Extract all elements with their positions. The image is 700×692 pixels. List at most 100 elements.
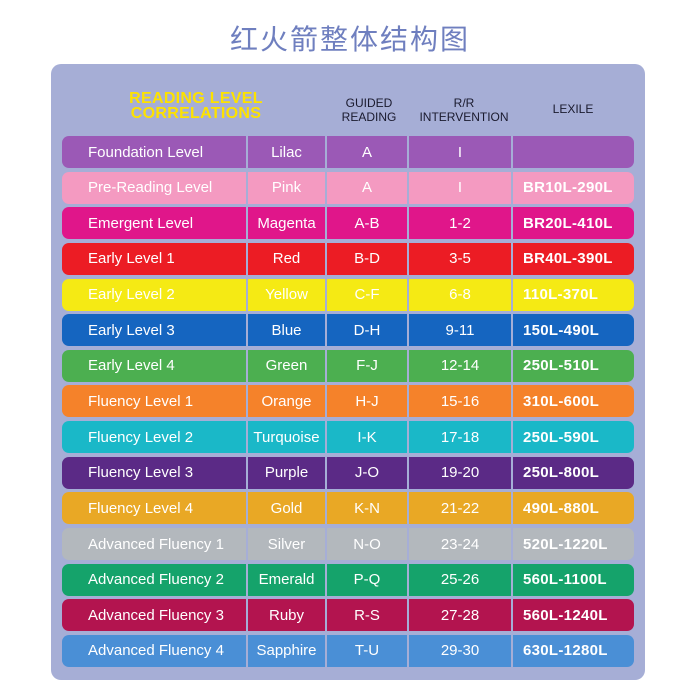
guided-reading-cell: I-K — [325, 421, 407, 454]
guided-reading-cell: D-H — [325, 314, 407, 347]
rr-intervention-cell: I — [407, 171, 511, 204]
guided-reading-cell: P-Q — [325, 563, 407, 596]
lexile-cell: BR40L-390L — [511, 242, 634, 275]
reading-level-table: READING LEVEL CORRELATIONS GUIDED READIN… — [51, 64, 645, 680]
guided-reading-cell: T-U — [325, 634, 407, 667]
color-cell: Ruby — [246, 599, 325, 632]
lexile-cell: 110L-370L — [511, 278, 634, 311]
table-row: Emergent Level Magenta A-B 1-2 BR20L-410L — [62, 207, 634, 240]
rr-intervention-cell: 23-24 — [407, 528, 511, 561]
guided-reading-cell: A-B — [325, 207, 407, 240]
header-rr-line1: R/R — [453, 96, 475, 110]
lexile-cell: 630L-1280L — [511, 634, 634, 667]
guided-reading-cell: A — [325, 171, 407, 204]
guided-reading-cell: A — [325, 136, 407, 168]
rr-intervention-cell: 15-16 — [407, 385, 511, 418]
table-row: Fluency Level 1 Orange H-J 15-16 310L-600L — [62, 385, 634, 418]
lexile-cell: 490L-880L — [511, 492, 634, 525]
lexile-cell: 150L-490L — [511, 314, 634, 347]
lexile-cell: 560L-1240L — [511, 599, 634, 632]
guided-reading-cell: C-F — [325, 278, 407, 311]
rr-intervention-cell: 12-14 — [407, 349, 511, 382]
level-cell: Foundation Level — [62, 136, 246, 168]
guided-reading-cell: F-J — [325, 349, 407, 382]
header-main-line1: READING LEVEL — [129, 90, 263, 107]
level-cell: Fluency Level 4 — [62, 492, 246, 525]
lexile-cell: 520L-1220L — [511, 528, 634, 561]
header-rr-line2: INTERVENTION — [419, 110, 509, 124]
rr-intervention-cell: 27-28 — [407, 599, 511, 632]
header-rr-intervention: R/R INTERVENTION — [409, 96, 519, 124]
color-cell: Lilac — [246, 136, 325, 168]
header-lexile: LEXILE — [552, 102, 594, 116]
table-row: Early Level 2 Yellow C-F 6-8 110L-370L — [62, 278, 634, 311]
guided-reading-cell: J-O — [325, 456, 407, 489]
guided-reading-cell: N-O — [325, 528, 407, 561]
color-cell: Orange — [246, 385, 325, 418]
level-cell: Early Level 2 — [62, 278, 246, 311]
level-cell: Advanced Fluency 4 — [62, 634, 246, 667]
guided-reading-cell: H-J — [325, 385, 407, 418]
table-row: Fluency Level 4 Gold K-N 21-22 490L-880L — [62, 492, 634, 525]
level-cell: Advanced Fluency 2 — [62, 563, 246, 596]
lexile-cell: BR20L-410L — [511, 207, 634, 240]
header-main-line2: CORRELATIONS — [130, 105, 262, 122]
color-cell: Pink — [246, 171, 325, 204]
rr-intervention-cell: 21-22 — [407, 492, 511, 525]
color-cell: Gold — [246, 492, 325, 525]
guided-reading-cell: B-D — [325, 242, 407, 275]
lexile-cell — [511, 136, 634, 168]
color-cell: Magenta — [246, 207, 325, 240]
header-guided-reading: GUIDED READING — [329, 96, 409, 124]
level-cell: Advanced Fluency 3 — [62, 599, 246, 632]
table-row: Early Level 4 Green F-J 12-14 250L-510L — [62, 349, 634, 382]
header-guided-line2: READING — [341, 110, 397, 124]
color-cell: Sapphire — [246, 634, 325, 667]
color-cell: Red — [246, 242, 325, 275]
color-cell: Green — [246, 349, 325, 382]
rr-intervention-cell: 17-18 — [407, 421, 511, 454]
level-cell: Advanced Fluency 1 — [62, 528, 246, 561]
header-reading-level-correlations: READING LEVEL CORRELATIONS — [111, 90, 281, 122]
table-row: Advanced Fluency 4 Sapphire T-U 29-30 630L-1… — [62, 634, 634, 667]
lexile-cell: 310L-600L — [511, 385, 634, 418]
level-cell: Pre-Reading Level — [62, 171, 246, 204]
level-cell: Fluency Level 3 — [62, 456, 246, 489]
table-row: Fluency Level 2 Turquoise I-K 17-18 250L-590… — [62, 421, 634, 454]
rr-intervention-cell: 3-5 — [407, 242, 511, 275]
color-cell: Yellow — [246, 278, 325, 311]
level-cell: Early Level 3 — [62, 314, 246, 347]
color-cell: Purple — [246, 456, 325, 489]
table-row: Foundation Level Lilac A I — [62, 136, 634, 168]
color-cell: Silver — [246, 528, 325, 561]
table-row: Pre-Reading Level Pink A I BR10L-290L — [62, 171, 634, 204]
rr-intervention-cell: 29-30 — [407, 634, 511, 667]
table-row: Advanced Fluency 2 Emerald P-Q 25-26 560L-11… — [62, 563, 634, 596]
level-cell: Fluency Level 2 — [62, 421, 246, 454]
lexile-cell: BR10L-290L — [511, 171, 634, 204]
table-row: Advanced Fluency 3 Ruby R-S 27-28 560L-1240L — [62, 599, 634, 632]
lexile-cell: 250L-590L — [511, 421, 634, 454]
rr-intervention-cell: I — [407, 136, 511, 168]
lexile-cell: 250L-800L — [511, 456, 634, 489]
level-cell: Emergent Level — [62, 207, 246, 240]
rr-intervention-cell: 9-11 — [407, 314, 511, 347]
level-cell: Early Level 4 — [62, 349, 246, 382]
guided-reading-cell: K-N — [325, 492, 407, 525]
rr-intervention-cell: 6-8 — [407, 278, 511, 311]
page-title: 红火箭整体结构图 — [229, 23, 470, 56]
rr-intervention-cell: 19-20 — [407, 456, 511, 489]
rr-intervention-cell: 1-2 — [407, 207, 511, 240]
table-row: Fluency Level 3 Purple J-O 19-20 250L-800L — [62, 456, 634, 489]
table-row: Advanced Fluency 1 Silver N-O 23-24 520L-122… — [62, 528, 634, 561]
rr-intervention-cell: 25-26 — [407, 563, 511, 596]
lexile-cell: 560L-1100L — [511, 563, 634, 596]
table-row: Early Level 1 Red B-D 3-5 BR40L-390L — [62, 242, 634, 275]
lexile-cell: 250L-510L — [511, 349, 634, 382]
color-cell: Emerald — [246, 563, 325, 596]
level-cell: Early Level 1 — [62, 242, 246, 275]
table-row: Early Level 3 Blue D-H 9-11 150L-490L — [62, 314, 634, 347]
table-body: Foundation Level Lilac A I Pre-Reading Level… — [62, 136, 634, 671]
guided-reading-cell: R-S — [325, 599, 407, 632]
header-guided-line1: GUIDED — [345, 96, 393, 110]
